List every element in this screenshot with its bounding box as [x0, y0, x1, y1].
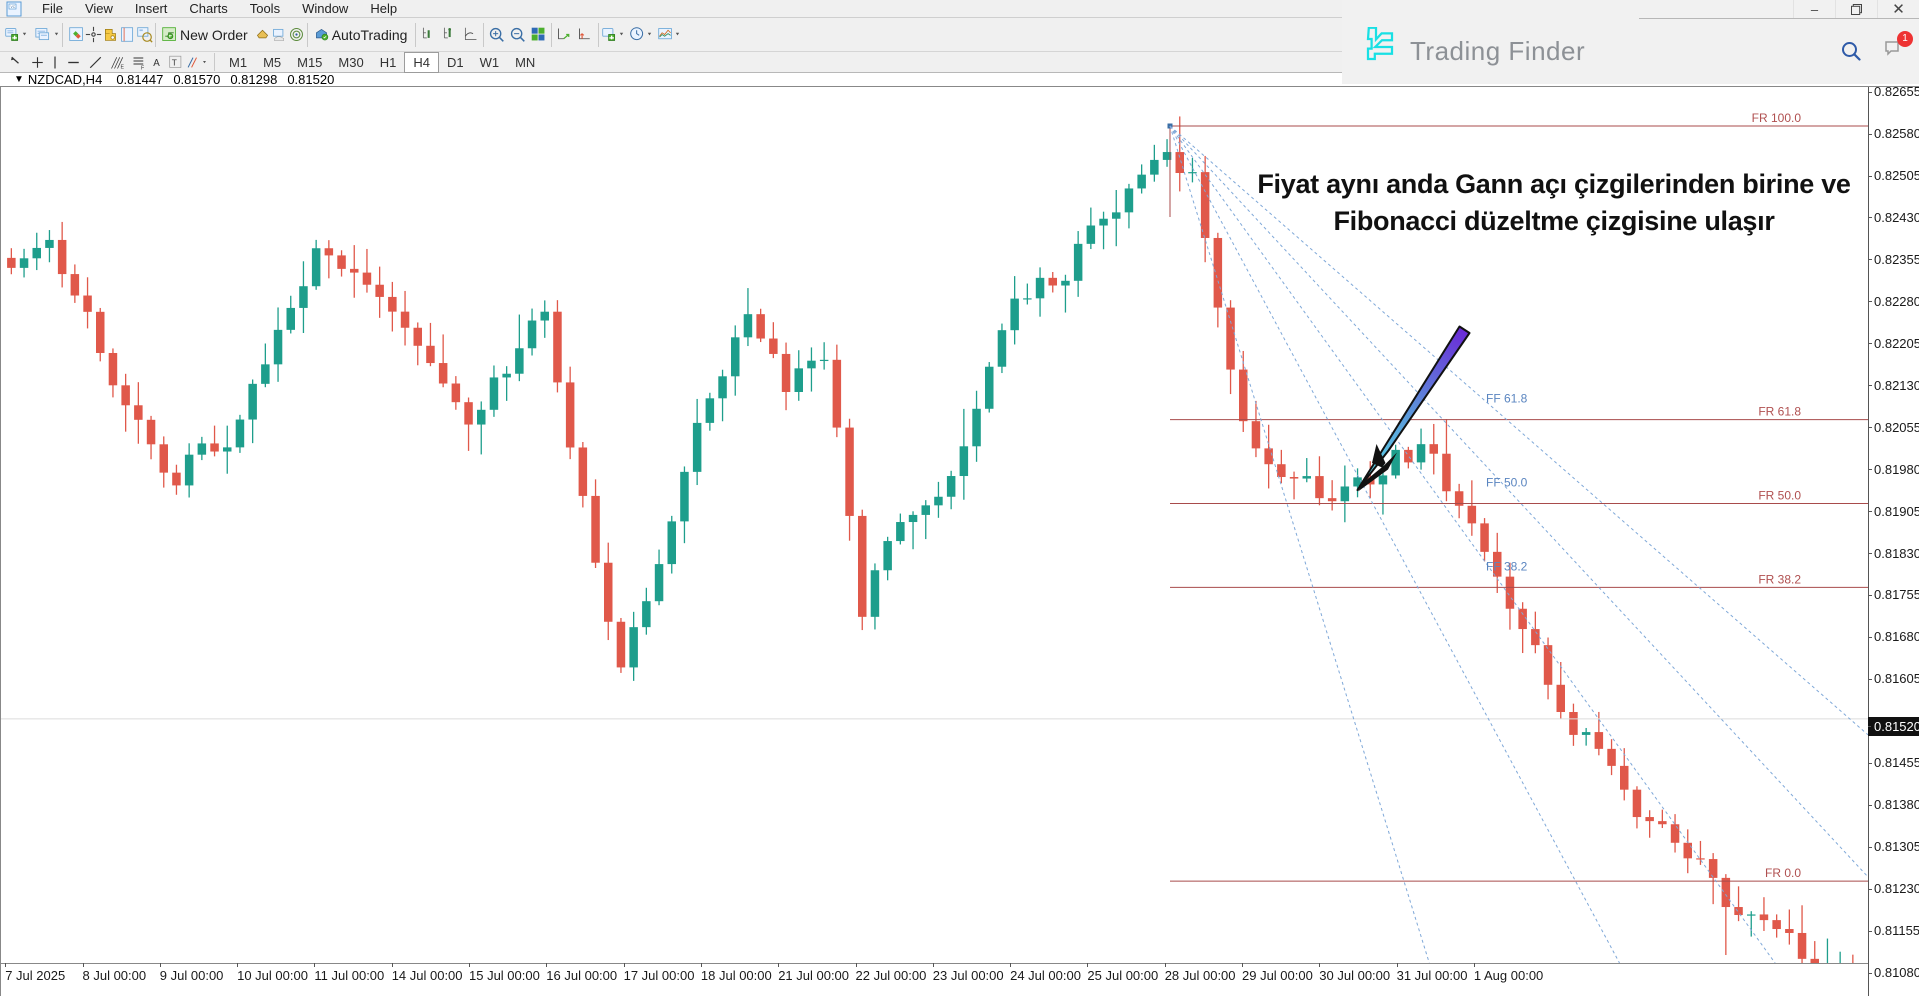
svg-text:VC: VC [11, 5, 16, 9]
svg-text:E: E [120, 64, 124, 70]
svg-text:FF 50.0: FF 50.0 [1486, 476, 1528, 490]
svg-text:FR 50.0: FR 50.0 [1758, 489, 1801, 503]
svg-text:FR 100.0: FR 100.0 [1752, 111, 1802, 125]
svg-text:A: A [153, 57, 160, 68]
svg-text:FR 38.2: FR 38.2 [1758, 572, 1801, 586]
svg-text:T: T [171, 57, 176, 67]
svg-text:F: F [141, 65, 144, 70]
svg-text:FR 0.0: FR 0.0 [1765, 866, 1801, 880]
svg-text:FF 61.8: FF 61.8 [1486, 392, 1528, 406]
svg-text:Fibonacci düzeltme çizgisine u: Fibonacci düzeltme çizgisine ulaşır [1333, 206, 1775, 236]
svg-text:Fiyat aynı anda Gann açı çizgi: Fiyat aynı anda Gann açı çizgilerinden b… [1257, 169, 1851, 199]
svg-text:FF 38.2: FF 38.2 [1486, 559, 1528, 573]
svg-text:FR 61.8: FR 61.8 [1758, 405, 1801, 419]
